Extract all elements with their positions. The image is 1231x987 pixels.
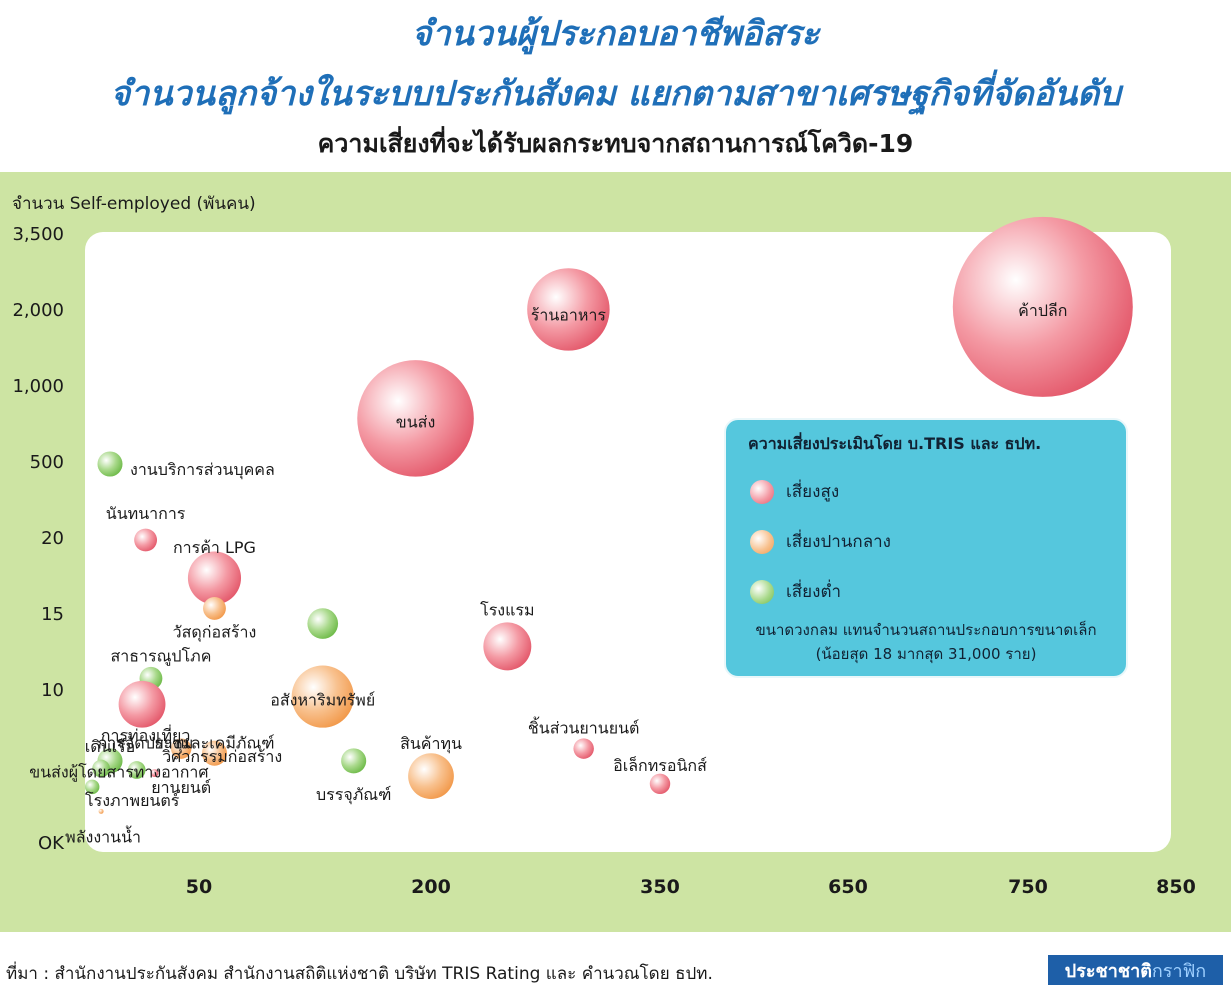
- bubble-point: [187, 551, 242, 605]
- x-tick-label: 850: [1156, 876, 1196, 898]
- bubble-label: สินค้าทุน: [400, 734, 462, 754]
- x-tick-label: 50: [185, 876, 213, 898]
- bubble-label: การท่องเที่ยว: [101, 724, 191, 745]
- legend-item-low: เสี่ยงต่ำ: [750, 578, 841, 605]
- bubble-point: [201, 740, 227, 766]
- legend-high-label: เสี่ยงสูง: [786, 482, 840, 502]
- legend-item-high: เสี่ยงสูง: [750, 478, 839, 505]
- bubble-point: [98, 808, 104, 814]
- bubble-point: [84, 779, 100, 795]
- legend-title: ความเสี่ยงประเมินโดย บ.TRIS และ ธปท.: [748, 434, 1042, 453]
- bubble-point: [952, 216, 1133, 397]
- bubble-point: [307, 608, 339, 639]
- bubble-point: [341, 748, 367, 774]
- bubble-label: เดินเรือ: [85, 737, 135, 756]
- y-tick-label: 500: [29, 452, 64, 473]
- bubble-label: งานบริการส่วนบุคคล: [130, 460, 275, 480]
- y-tick-label: 20: [41, 528, 64, 549]
- bubble-label: บรรจุภัณฑ์: [316, 785, 391, 805]
- y-tick-label: OK: [38, 833, 64, 854]
- bubble-point: [97, 451, 123, 477]
- bubble-point: [408, 753, 454, 800]
- x-tick-label: 350: [640, 876, 680, 898]
- y-tick-label: 2,000: [12, 300, 64, 321]
- bubble-point: [134, 528, 158, 552]
- y-tick-label: 3,500: [12, 224, 64, 245]
- bubble-label: ยางและเคมีภัณฑ์: [154, 733, 274, 752]
- legend: ความเสี่ยงประเมินโดย บ.TRIS และ ธปท. เสี…: [724, 418, 1128, 678]
- bubble-label: โรงแรม: [480, 600, 534, 619]
- bubble-label: โรงภาพยนตร์: [85, 791, 180, 810]
- legend-medium-swatch: [750, 529, 774, 554]
- bubble-label: ชิ้นส่วนยานยนต์: [528, 717, 639, 738]
- bubble-point: [150, 769, 159, 778]
- bubble-point: [483, 622, 532, 671]
- brand-dark: ประชาชาติ: [1064, 960, 1152, 982]
- bubble-point: [92, 759, 110, 778]
- bubble-label: นันทนาการ: [106, 504, 186, 523]
- y-tick-label: 15: [41, 604, 64, 625]
- bubble-point: [573, 738, 594, 759]
- y-tick-label: 1,000: [12, 376, 64, 397]
- bubble-label: อสังหาริมทรัพย์: [270, 691, 375, 710]
- bubble-label: วัสดุก่อสร้าง: [173, 622, 257, 642]
- bubble-label: ขนส่ง: [396, 412, 435, 431]
- brand-light: กราฟิก: [1151, 960, 1207, 982]
- bubble-label: ยานยนต์: [151, 778, 211, 797]
- bubble-point: [118, 680, 166, 728]
- bubble-point: [357, 360, 474, 477]
- brand-logo: ประชาชาติ กราฟิก: [1048, 955, 1223, 985]
- bubble-point: [291, 665, 354, 728]
- chart-title-line2: จำนวนลูกจ้างในระบบประกันสังคม แยกตามสาขา…: [110, 74, 1121, 114]
- bubble-label: การค้า LPG: [173, 538, 256, 557]
- chart-subtitle: ความเสี่ยงที่จะได้รับผลกระทบจากสถานการณ์…: [317, 129, 914, 158]
- x-tick-label: 750: [1008, 876, 1048, 898]
- x-tick-label: 650: [828, 876, 868, 898]
- bubble-point: [170, 738, 192, 759]
- bubble-label: การจัดประชุม: [98, 733, 194, 753]
- bubble-label: ค้าปลีก: [1018, 301, 1067, 320]
- legend-note-line1: ขนาดวงกลม แทนจำนวนสถานประกอบการขนาดเล็ก: [755, 621, 1097, 639]
- bubble-point: [649, 773, 671, 795]
- bubble-label: อิเล็กทรอนิกส์: [613, 755, 707, 775]
- legend-note-line2: (น้อยสุด 18 มากสุด 31,000 ราย): [815, 645, 1037, 663]
- y-axis-label: จำนวน Self-employed (พันคน): [12, 194, 256, 214]
- legend-item-medium: เสี่ยงปานกลาง: [750, 528, 891, 555]
- bubble-point: [127, 761, 146, 779]
- bubble-label: สาธารณูปโภค: [110, 646, 211, 666]
- bubble-label: ขนส่งผู้โดยสารทางอากาศ: [29, 763, 208, 783]
- bubble-label: ร้านอาหาร: [531, 305, 607, 324]
- bubble-label: พลังงานน้ำ: [65, 825, 141, 846]
- legend-high-swatch: [750, 479, 774, 504]
- bubble-label: วิศวกรรมก่อสร้าง: [162, 747, 282, 766]
- y-tick-label: 10: [41, 680, 64, 701]
- source-note: ที่มา : สำนักงานประกันสังคม สำนักงานสถิต…: [6, 964, 713, 984]
- legend-low-swatch: [750, 579, 774, 604]
- x-tick-label: 200: [411, 876, 451, 898]
- chart-title-line1: จำนวนผู้ประกอบอาชีพอิสระ: [411, 14, 820, 54]
- legend-medium-label: เสี่ยงปานกลาง: [786, 532, 891, 552]
- bubble-point: [203, 596, 226, 620]
- bubble-point: [527, 268, 610, 351]
- legend-low-label: เสี่ยงต่ำ: [786, 582, 842, 602]
